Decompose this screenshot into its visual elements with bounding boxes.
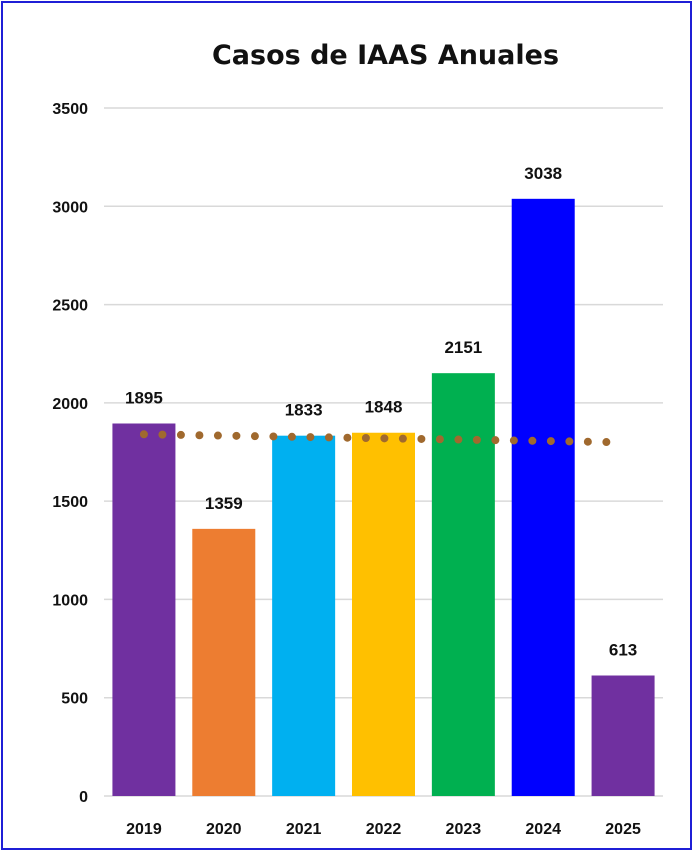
- x-tick-label-2022: 2022: [366, 821, 402, 838]
- data-label-2022: 1848: [365, 398, 403, 417]
- y-tick-label: 0: [79, 789, 88, 806]
- y-tick-label: 500: [61, 691, 88, 708]
- bar-2021: [272, 435, 336, 796]
- bar-2019: [112, 423, 176, 796]
- y-tick-label: 1000: [52, 592, 88, 609]
- data-label-2019: 1895: [125, 388, 163, 407]
- data-label-2025: 613: [609, 641, 637, 660]
- bar-2022: [352, 432, 415, 796]
- bar-2024: [511, 198, 575, 797]
- x-tick-label-2023: 2023: [446, 821, 482, 838]
- x-tick-label-2019: 2019: [126, 821, 162, 838]
- bars: [112, 198, 655, 797]
- data-label-2024: 3038: [524, 164, 562, 183]
- bar-2020: [192, 528, 256, 796]
- data-label-2023: 2151: [444, 338, 482, 357]
- y-axis-tick-labels: 0 500 1000 1500 2000 2500 3000 3500: [52, 101, 88, 806]
- bar-2025: [591, 675, 655, 796]
- data-label-2021: 1833: [285, 401, 323, 420]
- y-tick-label: 1500: [52, 494, 88, 511]
- chart-title: Casos de IAAS Anuales: [212, 40, 559, 71]
- x-tick-label-2020: 2020: [206, 821, 242, 838]
- data-label-2020: 1359: [205, 494, 243, 513]
- bar-2023: [431, 373, 495, 796]
- x-tick-label-2021: 2021: [286, 821, 322, 838]
- y-tick-label: 2500: [52, 298, 88, 315]
- x-axis-tick-labels: 2019 2020 2021 2022 2023 2024 2025: [126, 821, 641, 838]
- y-tick-label: 3500: [52, 101, 88, 118]
- x-tick-label-2024: 2024: [525, 821, 561, 838]
- data-labels: 1895 1359 1833 1848 2151 3038 613: [125, 164, 637, 660]
- y-tick-label: 3000: [52, 199, 88, 216]
- x-tick-label-2025: 2025: [605, 821, 641, 838]
- y-tick-label: 2000: [52, 396, 88, 413]
